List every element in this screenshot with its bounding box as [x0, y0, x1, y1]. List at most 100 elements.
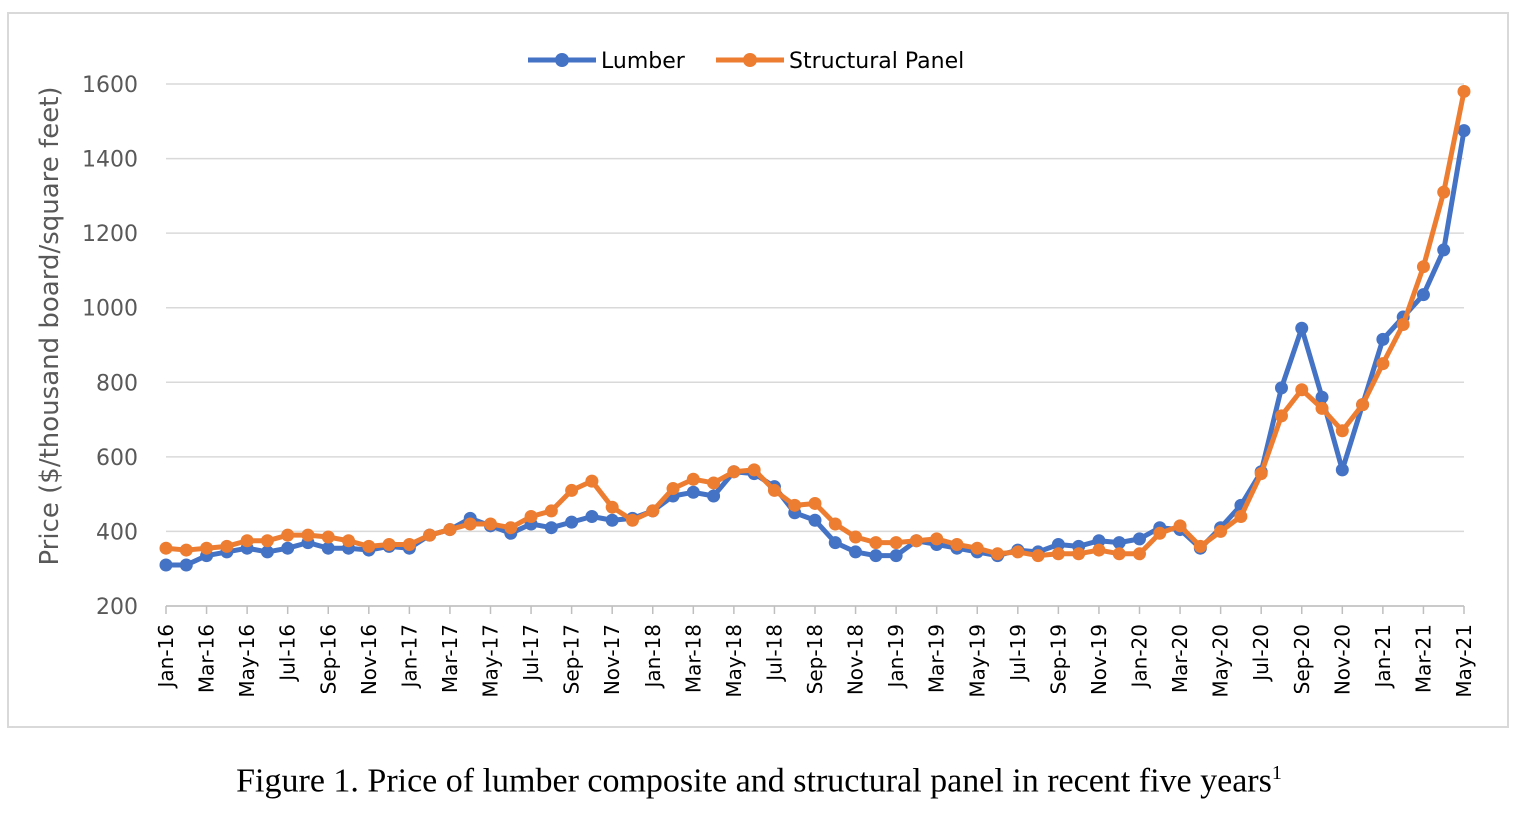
legend-item-structural-panel: Structural Panel [716, 49, 964, 74]
structural-panel-point [991, 547, 1005, 561]
structural-panel-point [544, 504, 558, 518]
y-tick-label: 200 [96, 595, 138, 620]
lumber-point [544, 521, 558, 535]
lumber-point [1416, 288, 1430, 302]
x-tick-label: Jul-16 [276, 624, 300, 683]
lumber-point [1335, 463, 1349, 477]
structural-panel-point [1376, 357, 1390, 371]
structural-panel-point [1274, 409, 1288, 423]
x-tick-label: Nov-20 [1330, 624, 1354, 695]
structural-panel-point [727, 465, 741, 479]
structural-panel-point [1416, 260, 1430, 274]
structural-panel-point [484, 517, 497, 531]
structural-panel-point [788, 498, 802, 512]
structural-panel-point [382, 537, 396, 551]
x-tick-label: Jan-19 [884, 624, 908, 690]
structural-panel-point [159, 541, 173, 555]
lumber-point [1437, 243, 1451, 257]
x-tick-label: Jul-20 [1249, 624, 1273, 683]
x-tick-label: May-19 [965, 624, 989, 698]
lumber-point [605, 513, 619, 527]
structural-panel-point [342, 534, 356, 548]
axes: 200 400 600 800 1000 1200 1400 1600 Jan-16 Mar-16… [82, 73, 1476, 698]
lumber-point [808, 513, 822, 527]
structural-panel-point [362, 539, 376, 553]
series-lines [159, 84, 1471, 572]
y-tick-label: 1000 [82, 297, 138, 322]
structural-panel-point [1153, 526, 1167, 540]
lumber-point [889, 549, 903, 563]
lumber-point [565, 515, 579, 529]
lumber-point [1457, 124, 1471, 138]
structural-panel-point [808, 496, 822, 510]
x-tick-label: Jan-21 [1371, 624, 1395, 690]
structural-panel-point [1457, 84, 1471, 98]
structural-panel-line [165, 90, 1467, 559]
structural-panel-point [869, 536, 883, 550]
x-tick-label: Mar-17 [438, 624, 462, 693]
structural-panel-point [585, 474, 599, 488]
structural-panel-point [930, 532, 944, 546]
structural-panel-point [1051, 547, 1065, 561]
x-tick-label: Jul-17 [519, 624, 543, 683]
structural-panel-point [504, 521, 518, 535]
x-tick-label: Mar-21 [1411, 624, 1435, 693]
structural-panel-point [1335, 424, 1349, 438]
structural-panel-point [1315, 401, 1329, 415]
figure-caption: Figure 1. Price of lumber composite and … [0, 762, 1518, 800]
structural-panel-point [767, 483, 781, 497]
structural-panel-point [666, 482, 680, 496]
structural-panel-point [1092, 543, 1106, 557]
x-tick-label: Nov-18 [844, 624, 868, 695]
legend-swatch-marker [555, 53, 569, 67]
structural-panel-point [1072, 547, 1086, 561]
caption-text: Figure 1. Price of lumber composite and … [236, 762, 1272, 800]
structural-panel-point [707, 476, 721, 490]
x-tick-label: Mar-16 [195, 624, 219, 693]
structural-panel-point [828, 517, 842, 531]
legend-label: Lumber [601, 49, 686, 74]
structural-panel-point [1356, 398, 1370, 412]
structural-panel-point [220, 539, 234, 553]
lumber-point [281, 541, 295, 555]
x-tick-label: Mar-18 [681, 624, 705, 693]
gridlines [166, 83, 1464, 607]
structural-panel-point [1437, 185, 1451, 199]
lumber-point [1295, 321, 1309, 335]
structural-panel-point [463, 517, 477, 531]
lumber-point [1133, 532, 1146, 546]
structural-panel-point [260, 534, 274, 548]
structural-panel-point [1234, 510, 1248, 524]
x-tick-label: Nov-16 [357, 624, 381, 695]
structural-panel-point [301, 528, 315, 542]
structural-panel-point [321, 530, 335, 544]
structural-panel-point [281, 528, 295, 542]
x-tick-label: May-17 [479, 624, 503, 698]
lumber-point [321, 541, 335, 555]
structural-panel-point [889, 536, 903, 550]
structural-panel-point [1396, 317, 1410, 331]
structural-panel-point [565, 483, 579, 497]
y-axis-label: Price ($/thousand board/square feet) [35, 86, 65, 565]
lumber-point [849, 545, 863, 559]
lumber-point [159, 558, 173, 572]
structural-panel-point [605, 500, 619, 514]
structural-panel-point [950, 537, 964, 551]
lumber-point [1112, 536, 1126, 550]
x-tick-label: Jul-18 [762, 624, 786, 683]
lumber-point [1315, 390, 1329, 404]
legend-swatch-marker [743, 53, 757, 67]
lumber-point [179, 558, 193, 572]
lumber-point [1051, 537, 1065, 551]
structural-panel-point [524, 510, 538, 524]
x-tick-label: May-21 [1452, 624, 1476, 698]
lumber-point [828, 536, 842, 550]
x-tick-label: Sep-20 [1290, 624, 1314, 694]
structural-panel-point [970, 541, 984, 555]
lumber-point [707, 489, 721, 503]
x-tick-label: Nov-17 [600, 624, 624, 695]
lumber-point [585, 510, 599, 524]
structural-panel-point [423, 528, 437, 542]
structural-panel-point [1193, 539, 1207, 553]
y-tick-label: 1400 [82, 148, 138, 173]
